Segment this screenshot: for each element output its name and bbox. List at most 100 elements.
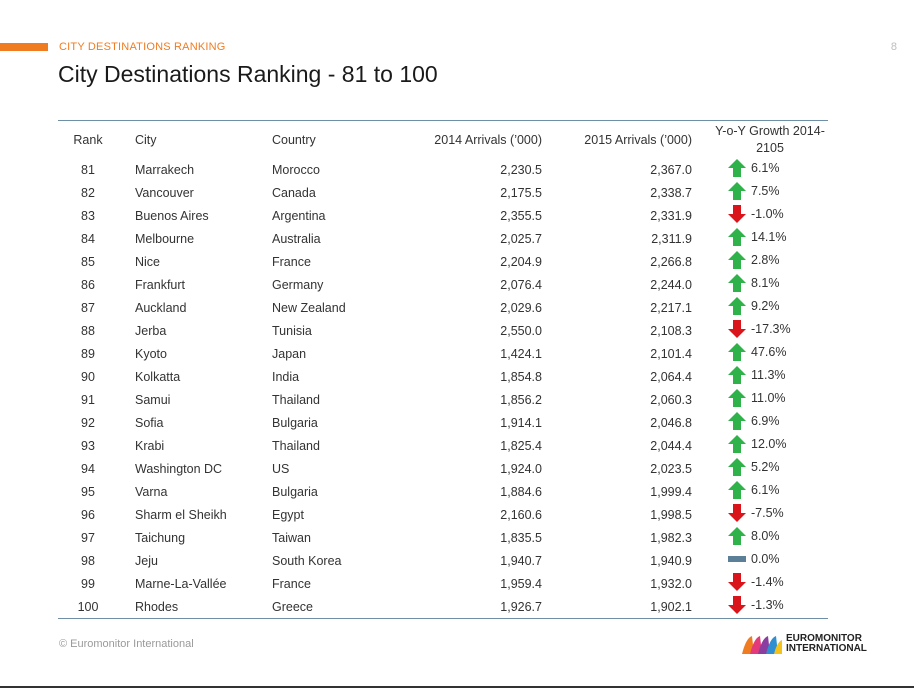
cell-arrivals-2014: 2,355.5 — [500, 208, 542, 223]
table-row: 97 Taichung Taiwan 1,835.5 1,982.3 8.0% — [58, 526, 828, 549]
growth-value: 7.5% — [751, 184, 780, 198]
cell-arrivals-2014: 1,924.0 — [500, 461, 542, 476]
col-header-rank: Rank — [73, 132, 103, 147]
cell-arrivals-2014: 1,940.7 — [500, 553, 542, 568]
cell-arrivals-2015: 2,044.4 — [650, 438, 692, 453]
growth-indicator: 5.2% — [727, 457, 780, 477]
growth-value: 11.3% — [751, 368, 786, 382]
cell-country: South Korea — [272, 553, 342, 568]
cell-city: Jeju — [135, 553, 158, 568]
cell-arrivals-2014: 1,854.8 — [500, 369, 542, 384]
cell-country: Greece — [272, 599, 313, 614]
cell-arrivals-2014: 2,025.7 — [500, 231, 542, 246]
table-row: 88 Jerba Tunisia 2,550.0 2,108.3 -17.3% — [58, 319, 828, 342]
cell-arrivals-2015: 2,311.9 — [651, 231, 692, 246]
growth-value: -1.0% — [751, 207, 784, 221]
cell-country: Canada — [272, 185, 316, 200]
cell-rank: 94 — [81, 461, 95, 476]
col-header-growth: Y-o-Y Growth 2014-2105 — [715, 123, 825, 155]
section-label: CITY DESTINATIONS RANKING — [59, 41, 226, 53]
cell-city: Samui — [135, 392, 171, 407]
cell-country: Tunisia — [272, 323, 312, 338]
cell-city: Jerba — [135, 323, 167, 338]
growth-indicator: 6.1% — [727, 480, 780, 500]
flat-bar-icon — [728, 556, 746, 562]
growth-value: 6.1% — [751, 483, 780, 497]
growth-indicator: 2.8% — [727, 250, 780, 270]
cell-growth: 6.9% — [692, 411, 828, 434]
growth-indicator: 12.0% — [727, 434, 786, 454]
cell-country: France — [272, 254, 311, 269]
cell-arrivals-2015: 2,060.3 — [650, 392, 692, 407]
cell-city: Washington DC — [135, 461, 223, 476]
green-up-arrow-icon — [728, 527, 746, 545]
cell-arrivals-2015: 1,932.0 — [650, 576, 692, 591]
growth-indicator: -7.5% — [727, 503, 784, 523]
cell-country: US — [272, 461, 290, 476]
green-up-arrow-icon — [728, 481, 746, 499]
cell-rank: 82 — [81, 185, 95, 200]
cell-arrivals-2015: 1,982.3 — [650, 530, 692, 545]
table-row: 96 Sharm el Sheikh Egypt 2,160.6 1,998.5 -7.5… — [58, 503, 828, 526]
growth-indicator: -17.3% — [727, 319, 791, 339]
cell-country: Australia — [272, 231, 321, 246]
cell-city: Varna — [135, 484, 168, 499]
cell-arrivals-2014: 1,856.2 — [500, 392, 542, 407]
cell-city: Kolkatta — [135, 369, 181, 384]
accent-bar — [0, 43, 48, 51]
cell-country: Thailand — [272, 438, 320, 453]
table-row: 86 Frankfurt Germany 2,076.4 2,244.0 8.1% — [58, 273, 828, 296]
cell-growth: -1.4% — [692, 572, 828, 595]
cell-rank: 89 — [81, 346, 95, 361]
green-up-arrow-icon — [728, 297, 746, 315]
cell-arrivals-2014: 2,550.0 — [500, 323, 542, 338]
cell-country: Germany — [272, 277, 324, 292]
col-header-arrivals-2015: 2015 Arrivals (’000) — [584, 132, 692, 147]
logo-line-2: INTERNATIONAL — [786, 643, 867, 654]
cell-city: Vancouver — [135, 185, 194, 200]
bottom-rule — [0, 686, 914, 688]
cell-arrivals-2014: 1,825.4 — [500, 438, 542, 453]
cell-growth: -1.3% — [692, 595, 828, 619]
table-row: 85 Nice France 2,204.9 2,266.8 2.8% — [58, 250, 828, 273]
table-row: 89 Kyoto Japan 1,424.1 2,101.4 47.6% — [58, 342, 828, 365]
cell-arrivals-2014: 1,424.1 — [500, 346, 542, 361]
table-row: 92 Sofia Bulgaria 1,914.1 2,046.8 6.9% — [58, 411, 828, 434]
growth-indicator: 6.9% — [727, 411, 780, 431]
cell-city: Krabi — [135, 438, 165, 453]
table-header-row: Rank City Country 2014 Arrivals (’000) 2… — [58, 120, 828, 159]
growth-value: 6.1% — [751, 161, 780, 175]
table-row: 90 Kolkatta India 1,854.8 2,064.4 11.3% — [58, 365, 828, 388]
cell-city: Auckland — [135, 300, 187, 315]
growth-value: 9.2% — [751, 299, 780, 313]
red-down-arrow-icon — [728, 596, 746, 614]
table-body: 81 Marrakech Morocco 2,230.5 2,367.0 6.1% 82 Va… — [58, 158, 828, 619]
green-up-arrow-icon — [728, 251, 746, 269]
page-title: City Destinations Ranking - 81 to 100 — [58, 61, 438, 87]
cell-growth: 9.2% — [692, 296, 828, 319]
cell-country: Bulgaria — [272, 415, 318, 430]
cell-rank: 88 — [81, 323, 95, 338]
cell-rank: 98 — [81, 553, 95, 568]
growth-value: 8.0% — [751, 529, 780, 543]
col-header-country: Country — [272, 132, 316, 147]
cell-arrivals-2015: 2,367.0 — [650, 162, 692, 177]
table-row: 99 Marne-La-Vallée France 1,959.4 1,932.0 -1.… — [58, 572, 828, 595]
green-up-arrow-icon — [728, 412, 746, 430]
cell-country: Morocco — [272, 162, 320, 177]
growth-indicator: 11.3% — [727, 365, 786, 385]
euromonitor-logo-icon — [742, 636, 782, 654]
table-row: 98 Jeju South Korea 1,940.7 1,940.9 0.0% — [58, 549, 828, 572]
growth-value: 0.0% — [751, 552, 780, 566]
cell-country: Egypt — [272, 507, 304, 522]
cell-growth: 5.2% — [692, 457, 828, 480]
cell-city: Buenos Aires — [135, 208, 209, 223]
cell-city: Frankfurt — [135, 277, 186, 292]
cell-growth: 7.5% — [692, 181, 828, 204]
cell-rank: 91 — [81, 392, 95, 407]
green-up-arrow-icon — [728, 182, 746, 200]
cell-rank: 97 — [81, 530, 95, 545]
page-number: 8 — [890, 41, 897, 53]
cell-growth: -7.5% — [692, 503, 828, 526]
growth-indicator: 7.5% — [727, 181, 780, 201]
